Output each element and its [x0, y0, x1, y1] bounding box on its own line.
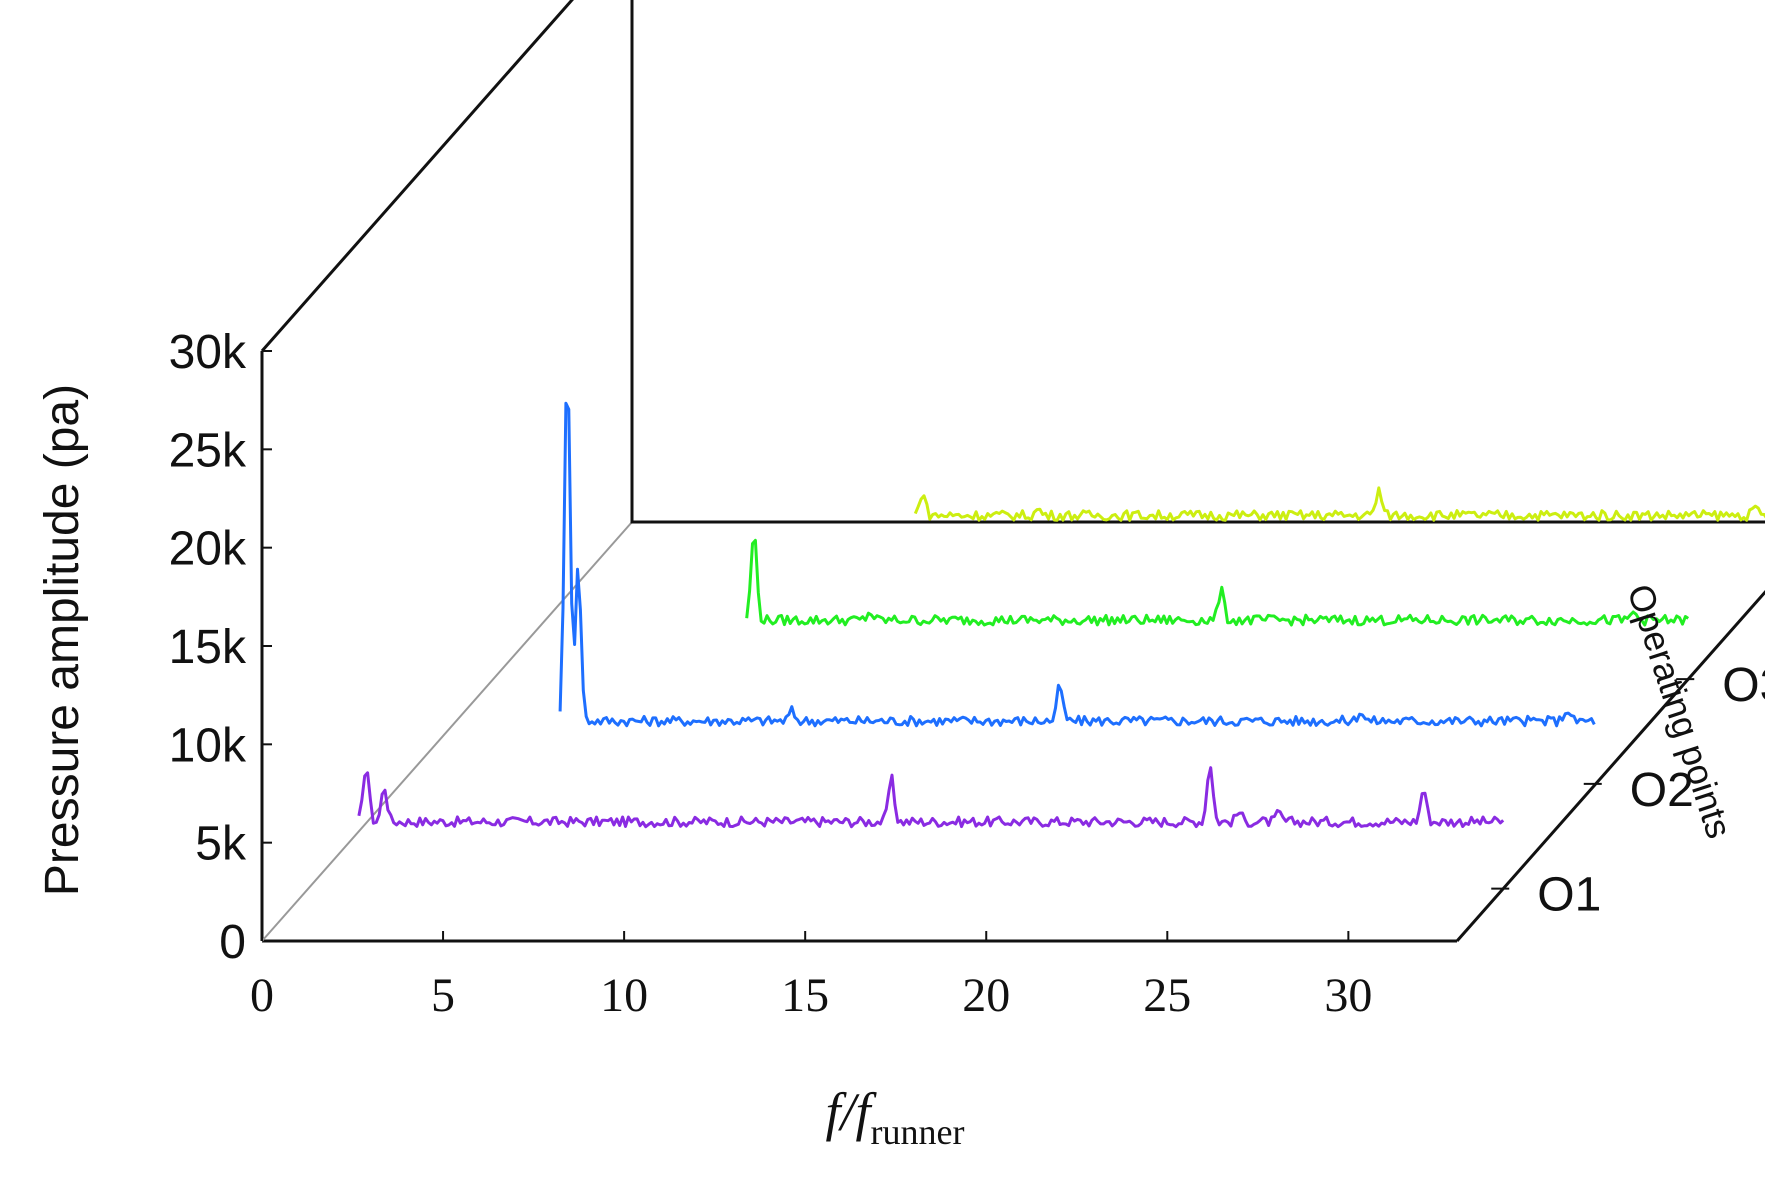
series-line-o2 — [558, 401, 1596, 728]
axis-titles: Pressure amplitude (pa) f/frunner Operat… — [36, 384, 1740, 1152]
x-tick-label: 20 — [962, 969, 1010, 1022]
x-axis-title: f/frunner — [826, 1082, 965, 1152]
x-axis: 0 5 10 15 20 25 30 — [250, 931, 1372, 1022]
top-left-depth-edge — [260, 0, 574, 352]
x-axis-title-main: f/f — [826, 1082, 878, 1142]
x-tick-label: 10 — [600, 969, 648, 1022]
series-line-o1 — [357, 766, 1505, 829]
x-axis-title-subscript: runner — [871, 1112, 965, 1152]
z-tick-label-o3: O3 — [1722, 659, 1765, 712]
y-tick-label: 20k — [169, 523, 247, 576]
y-tick-label: 15k — [169, 621, 247, 674]
y-axis-title: Pressure amplitude (pa) — [36, 384, 89, 896]
y-tick-label: 10k — [169, 719, 247, 772]
x-tick-label: 0 — [250, 969, 274, 1022]
right-depth-edge — [1455, 589, 1765, 942]
z-tick-label-o1: O1 — [1537, 869, 1601, 922]
operating-points-axis: O1O2O3O4 — [1491, 659, 1765, 922]
x-tick-label: 25 — [1143, 969, 1191, 1022]
series-line-o4 — [913, 486, 1765, 522]
x-tick-label: 5 — [431, 969, 455, 1022]
y-tick-label: 0 — [219, 916, 246, 969]
y-tick-label: 5k — [195, 818, 247, 871]
y-tick-label: 25k — [169, 424, 247, 477]
y-tick-label: 30k — [169, 326, 247, 379]
back-panel — [630, 0, 1765, 524]
z-tick-label-o2: O2 — [1630, 764, 1694, 817]
series-line-o3 — [745, 538, 1690, 627]
y-axis: 0 5k 10k 15k 20k 25k 30k — [169, 326, 272, 969]
chart-frame — [260, 0, 1765, 943]
x-tick-label: 15 — [781, 969, 829, 1022]
x-tick-label: 30 — [1324, 969, 1372, 1022]
series-group — [357, 401, 1765, 829]
